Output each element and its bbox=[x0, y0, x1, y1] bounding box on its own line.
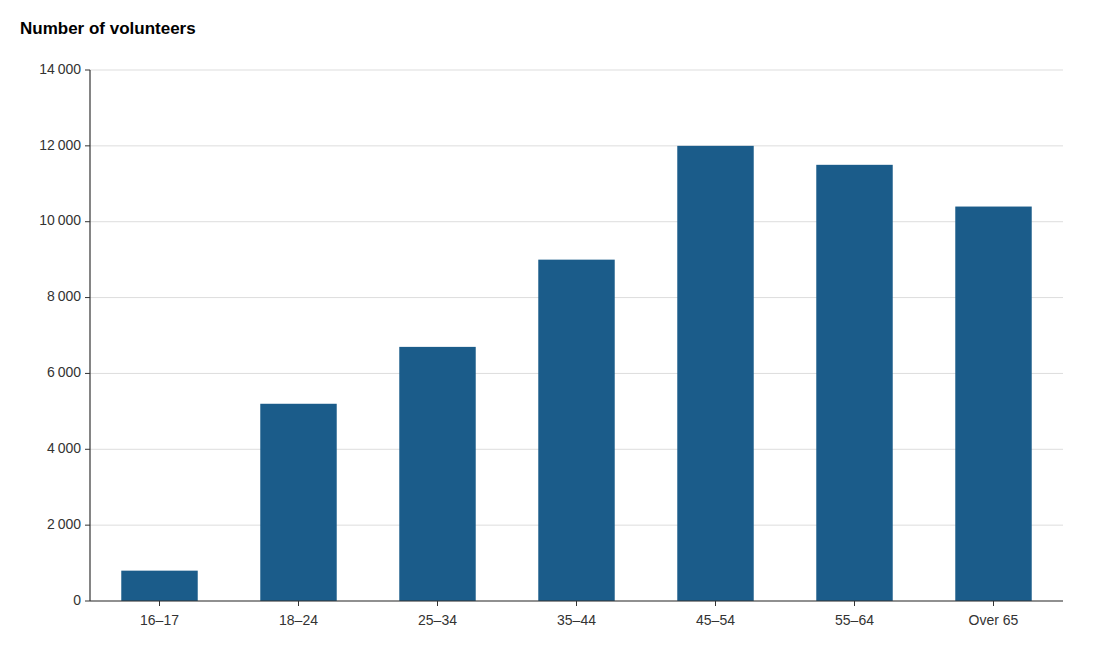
y-tick bbox=[85, 70, 90, 71]
y-axis: 0 2 000 4 000 6 000 8 000 10 000 12 000 14 000 bbox=[39, 61, 90, 608]
grid-line bbox=[90, 145, 1063, 146]
bar bbox=[955, 207, 1031, 601]
x-tick-label: 16–17 bbox=[140, 612, 179, 628]
bar bbox=[677, 146, 753, 601]
y-tick-label: 10 000 bbox=[39, 212, 81, 228]
y-tick-label: 14 000 bbox=[39, 61, 81, 77]
x-tick-label: 18–24 bbox=[279, 612, 318, 628]
x-tick-label: 25–34 bbox=[418, 612, 457, 628]
x-tick-label: 35–44 bbox=[557, 612, 596, 628]
y-tick-label: 8 000 bbox=[47, 288, 81, 304]
bar bbox=[399, 347, 475, 601]
y-tick-label: 4 000 bbox=[47, 440, 81, 456]
grid-line bbox=[90, 221, 1063, 222]
y-tick bbox=[85, 601, 90, 602]
grid bbox=[90, 70, 1063, 601]
grid-line bbox=[90, 70, 1063, 71]
y-axis-line bbox=[89, 70, 90, 601]
x-tick-label: Over 65 bbox=[969, 612, 1019, 628]
y-tick bbox=[85, 525, 90, 526]
y-tick bbox=[85, 297, 90, 298]
y-tick-label: 2 000 bbox=[47, 516, 81, 532]
x-tick-label: 55–64 bbox=[835, 612, 874, 628]
y-tick bbox=[85, 449, 90, 450]
y-tick-label: 12 000 bbox=[39, 137, 81, 153]
bar bbox=[538, 260, 614, 601]
y-tick bbox=[85, 373, 90, 374]
grid-line bbox=[90, 601, 1063, 602]
y-axis-label: Number of volunteers bbox=[20, 19, 196, 38]
bar bbox=[816, 165, 892, 601]
y-tick-label: 6 000 bbox=[47, 364, 81, 380]
x-tick bbox=[993, 601, 994, 606]
x-tick bbox=[854, 601, 855, 606]
x-tick-label: 45–54 bbox=[696, 612, 735, 628]
x-tick bbox=[159, 601, 160, 606]
x-tick bbox=[298, 601, 299, 606]
chart: Number of volunteers 0 2 000 4 000 6 000 8 00… bbox=[0, 0, 1093, 656]
x-tick bbox=[715, 601, 716, 606]
bar bbox=[121, 571, 197, 601]
x-tick bbox=[437, 601, 438, 606]
x-axis-line bbox=[90, 600, 1063, 601]
y-tick bbox=[85, 145, 90, 146]
x-tick bbox=[576, 601, 577, 606]
y-tick-label: 0 bbox=[73, 592, 81, 608]
x-axis: 16–17 18–24 25–34 35–44 45–54 55–64 Over 65 bbox=[140, 601, 1019, 628]
y-tick bbox=[85, 221, 90, 222]
bars bbox=[121, 146, 1031, 601]
bar bbox=[260, 404, 336, 601]
